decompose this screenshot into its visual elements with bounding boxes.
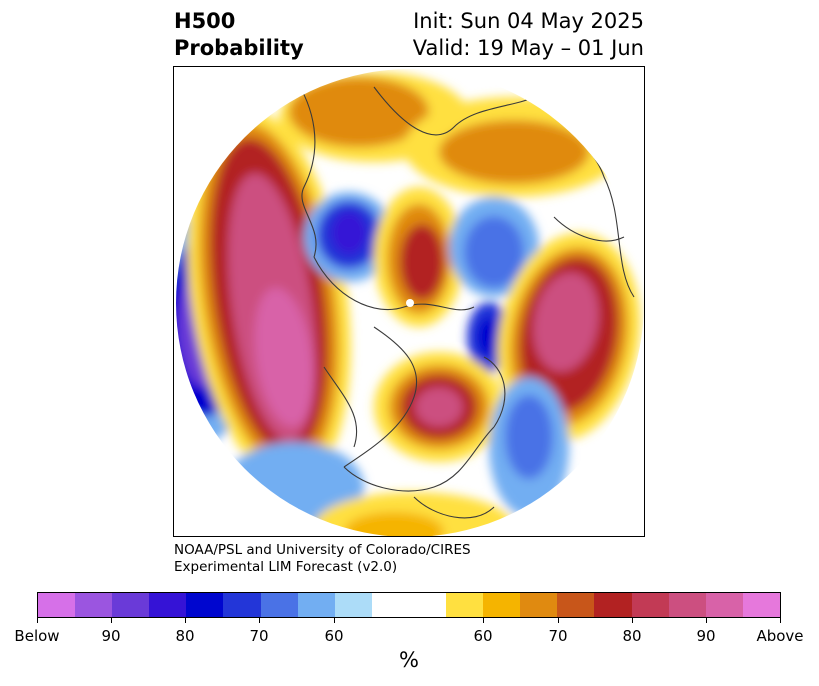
- colorbar-tick-label: 70: [548, 627, 568, 645]
- credit-text: NOAA/PSL and University of Colorado/CIRE…: [174, 542, 471, 576]
- colorbar-tick-label: 60: [473, 627, 493, 645]
- colorbar-segment: [260, 593, 298, 617]
- probability-map: [173, 66, 645, 537]
- colorbar-segment: [705, 593, 743, 617]
- colorbar-tick: [334, 618, 335, 623]
- colorbar-segment: [112, 593, 150, 617]
- colorbar-unit-label: %: [399, 648, 419, 672]
- colorbar-segment: [594, 593, 632, 617]
- init-date: Init: Sun 04 May 2025: [413, 9, 644, 33]
- chart-title: H500 Probability: [174, 8, 304, 62]
- colorbar-segment: [149, 593, 187, 617]
- colorbar-tick: [780, 618, 781, 623]
- polar-map-svg: [176, 69, 644, 536]
- colorbar-tick: [185, 618, 186, 623]
- colorbar-segment: [520, 593, 558, 617]
- colorbar-segment: [297, 593, 335, 617]
- colorbar-tick-label: 70: [249, 627, 269, 645]
- colorbar-segment: [75, 593, 113, 617]
- credit-line-2: Experimental LIM Forecast (v2.0): [174, 559, 398, 575]
- colorbar-tick-label: Below: [14, 627, 60, 645]
- title-line-probability: Probability: [174, 36, 304, 60]
- credit-line-1: NOAA/PSL and University of Colorado/CIRE…: [174, 542, 471, 558]
- colorbar-tick: [632, 618, 633, 623]
- colorbar-segment: [668, 593, 706, 617]
- colorbar-tick-label: 80: [175, 627, 195, 645]
- colorbar-tick-label: 60: [324, 627, 344, 645]
- colorbar-tick: [111, 618, 112, 623]
- valid-date: Valid: 19 May – 01 Jun: [412, 36, 644, 60]
- colorbar-segment: [408, 593, 447, 617]
- colorbar-segment: [38, 593, 76, 617]
- colorbar-segment: [223, 593, 261, 617]
- colorbar-segment: [742, 593, 780, 617]
- colorbar-segment: [557, 593, 595, 617]
- colorbar-tick: [483, 618, 484, 623]
- colorbar-tick: [259, 618, 260, 623]
- colorbar-tick-label: 90: [696, 627, 716, 645]
- coastlines: [293, 76, 635, 519]
- colorbar-segment: [186, 593, 224, 617]
- colorbar-tick-label: Above: [756, 627, 804, 645]
- colorbar-tick: [37, 618, 38, 623]
- title-line-variable: H500: [174, 9, 236, 33]
- colorbar-tick: [706, 618, 707, 623]
- forecast-dates: Init: Sun 04 May 2025 Valid: 19 May – 01…: [413, 8, 644, 62]
- colorbar-tick: [558, 618, 559, 623]
- colorbar-tick-label: 80: [622, 627, 642, 645]
- colorbar-segment: [334, 593, 372, 617]
- colorbar-segment: [631, 593, 669, 617]
- probability-field: [176, 69, 644, 536]
- colorbar-segment: [371, 593, 409, 617]
- colorbar-segment: [446, 593, 484, 617]
- pole-marker: [406, 299, 414, 307]
- colorbar-tick-label: 90: [101, 627, 121, 645]
- colorbar-segment: [483, 593, 521, 617]
- colorbar: [37, 592, 781, 618]
